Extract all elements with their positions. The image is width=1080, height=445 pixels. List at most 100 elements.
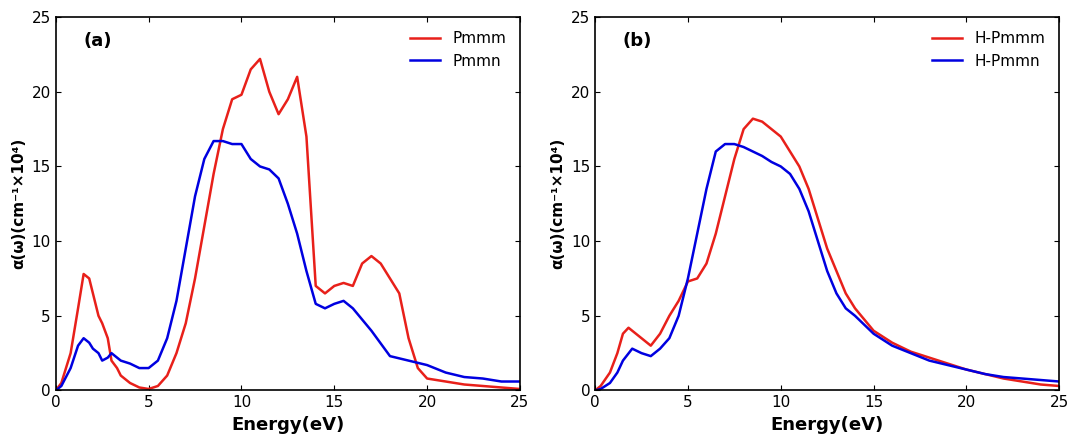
H-Pmmm <box>746 116 759 121</box>
Pmmm <box>458 382 471 387</box>
Pmmn <box>207 138 220 144</box>
Pmmn <box>151 358 164 363</box>
Y-axis label: α(ω)(cm⁻¹×10⁴): α(ω)(cm⁻¹×10⁴) <box>551 138 566 269</box>
Pmmm <box>50 388 63 393</box>
Pmmn <box>291 231 303 236</box>
H-Pmmn <box>793 186 806 191</box>
H-Pmmn <box>617 358 630 363</box>
H-Pmmn <box>604 380 617 386</box>
H-Pmmm <box>960 367 973 372</box>
H-Pmmm <box>645 343 658 348</box>
Pmmn <box>282 201 295 206</box>
H-Pmmm <box>663 313 676 319</box>
Pmmm <box>513 386 526 392</box>
H-Pmmn <box>960 367 973 372</box>
H-Pmmn <box>663 336 676 341</box>
Pmmm <box>226 97 239 102</box>
H-Pmmn <box>978 372 991 377</box>
H-Pmmn <box>594 386 607 392</box>
H-Pmmm <box>728 156 741 162</box>
H-Pmmm <box>672 298 685 303</box>
X-axis label: Energy(eV): Energy(eV) <box>770 416 883 434</box>
H-Pmmm <box>867 328 880 333</box>
H-Pmmm <box>849 306 862 311</box>
H-Pmmm <box>681 279 694 284</box>
H-Pmmn <box>653 346 666 351</box>
X-axis label: Energy(eV): Energy(eV) <box>231 416 345 434</box>
H-Pmmm <box>738 126 751 132</box>
H-Pmmn <box>681 276 694 281</box>
H-Pmmn <box>821 268 834 274</box>
Pmmn <box>272 176 285 181</box>
H-Pmmm <box>886 340 899 345</box>
Pmmn <box>71 343 84 348</box>
H-Pmmm <box>784 149 797 154</box>
Pmmn <box>328 301 341 307</box>
H-Pmmm <box>718 194 731 199</box>
Text: (b): (b) <box>623 32 652 50</box>
Legend: Pmmm, Pmmn: Pmmm, Pmmn <box>404 25 512 75</box>
Pmmn <box>244 156 257 162</box>
Pmmn <box>319 306 332 311</box>
Pmmn <box>365 328 378 333</box>
H-Pmmn <box>635 351 648 356</box>
Pmmn <box>262 167 275 172</box>
Pmmn <box>133 365 146 371</box>
H-Pmmn <box>1053 379 1066 384</box>
H-Pmmm <box>589 388 602 393</box>
Pmmn <box>83 340 96 345</box>
Pmmn <box>309 301 322 307</box>
Pmmn <box>86 346 99 351</box>
H-Pmmm <box>617 331 630 336</box>
H-Pmmn <box>700 186 713 191</box>
H-Pmmm <box>765 126 778 132</box>
Pmmn <box>114 358 127 363</box>
H-Pmmn <box>710 149 723 154</box>
H-Pmmm <box>821 246 834 251</box>
H-Pmmn <box>589 388 602 393</box>
Pmmn <box>495 379 508 384</box>
Pmmm <box>319 291 332 296</box>
Pmmn <box>337 298 350 303</box>
Pmmn <box>102 355 114 360</box>
H-Pmmm <box>904 349 917 354</box>
H-Pmmn <box>774 164 787 169</box>
Pmmn <box>92 351 105 356</box>
H-Pmmn <box>746 149 759 154</box>
Pmmn <box>50 388 63 393</box>
Pmmn <box>235 142 248 147</box>
H-Pmmn <box>829 291 842 296</box>
H-Pmmn <box>728 142 741 147</box>
H-Pmmm <box>756 119 769 124</box>
H-Pmmn <box>922 358 935 363</box>
H-Pmmn <box>839 306 852 311</box>
H-Pmmm <box>700 261 713 266</box>
Pmmn <box>64 365 77 371</box>
Pmmn <box>420 362 433 368</box>
Pmmn <box>383 353 396 359</box>
H-Pmmn <box>942 362 955 368</box>
Pmmn <box>440 370 453 375</box>
H-Pmmm <box>922 355 935 360</box>
H-Pmmn <box>849 313 862 319</box>
Pmmn <box>170 298 183 303</box>
Pmmn <box>105 351 118 356</box>
H-Pmmn <box>756 154 769 159</box>
H-Pmmn <box>738 144 751 150</box>
H-Pmmn <box>867 331 880 336</box>
H-Pmmm <box>997 376 1010 381</box>
H-Pmmn <box>997 374 1010 380</box>
H-Pmmm <box>1035 382 1048 387</box>
H-Pmmn <box>611 370 624 375</box>
H-Pmmm <box>594 383 607 388</box>
Line: Pmmm: Pmmm <box>56 59 519 390</box>
H-Pmmm <box>942 361 955 366</box>
H-Pmmm <box>978 372 991 377</box>
H-Pmmm <box>604 370 617 375</box>
Pmmn <box>96 358 109 363</box>
Pmmn <box>123 361 136 366</box>
H-Pmmn <box>811 239 824 244</box>
H-Pmmm <box>802 186 815 191</box>
Pmmn <box>254 164 267 169</box>
Pmmn <box>143 365 156 371</box>
